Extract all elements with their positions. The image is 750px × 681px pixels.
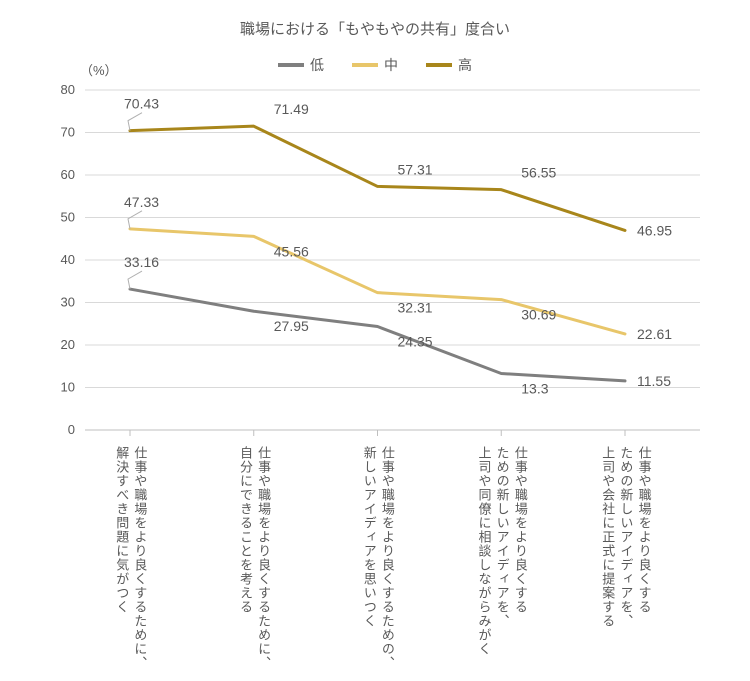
- chart-container: 職場における「もやもやの共有」度合い （%） 低 中 高 01020304050…: [0, 0, 750, 681]
- legend: 低 中 高: [0, 55, 750, 75]
- value-label: 45.56: [274, 243, 309, 259]
- y-tick: 80: [61, 82, 75, 97]
- legend-swatch-high: [426, 63, 452, 67]
- legend-swatch-low: [278, 63, 304, 67]
- value-label: 70.43: [124, 96, 159, 112]
- legend-item-high: 高: [426, 55, 472, 75]
- y-tick: 50: [61, 210, 75, 225]
- y-tick: 60: [61, 167, 75, 182]
- value-label: 24.35: [398, 334, 433, 350]
- value-label: 47.33: [124, 194, 159, 210]
- x-category-label: 仕事や職場をより良くするために、 解決すべき問題に気がつく: [112, 446, 148, 670]
- chart-title: 職場における「もやもやの共有」度合い: [0, 18, 750, 39]
- legend-item-low: 低: [278, 55, 324, 75]
- value-label: 71.49: [274, 101, 309, 117]
- value-label: 56.55: [521, 165, 556, 181]
- value-label: 22.61: [637, 326, 672, 342]
- legend-item-mid: 中: [352, 55, 398, 75]
- value-label: 46.95: [637, 222, 672, 238]
- value-label: 57.31: [398, 161, 433, 177]
- y-tick: 40: [61, 252, 75, 267]
- y-tick: 10: [61, 380, 75, 395]
- value-label: 13.3: [521, 380, 548, 396]
- value-label: 33.16: [124, 254, 159, 270]
- x-category-label: 仕事や職場をより良くする ための新しいアイディアを、 上司や同僚に相談しながらみ…: [474, 446, 529, 656]
- y-tick: 30: [61, 295, 75, 310]
- x-category-label: 仕事や職場をより良くするために、 自分にできることを考える: [236, 446, 272, 670]
- value-label: 30.69: [521, 307, 556, 323]
- x-category-label: 仕事や職場をより良くするための、 新しいアイディアを思いつく: [360, 446, 396, 670]
- value-label: 27.95: [274, 318, 309, 334]
- y-tick: 0: [68, 422, 75, 437]
- legend-label-low: 低: [310, 55, 324, 75]
- value-label: 11.55: [637, 373, 671, 389]
- y-tick: 70: [61, 125, 75, 140]
- value-label: 32.31: [398, 300, 433, 316]
- legend-label-mid: 中: [384, 55, 398, 75]
- legend-swatch-mid: [352, 63, 378, 67]
- y-tick: 20: [61, 337, 75, 352]
- x-category-label: 仕事や職場をより良くする ための新しいアイディアを、 上司や会社に正式に提案する: [598, 446, 653, 628]
- legend-label-high: 高: [458, 55, 472, 75]
